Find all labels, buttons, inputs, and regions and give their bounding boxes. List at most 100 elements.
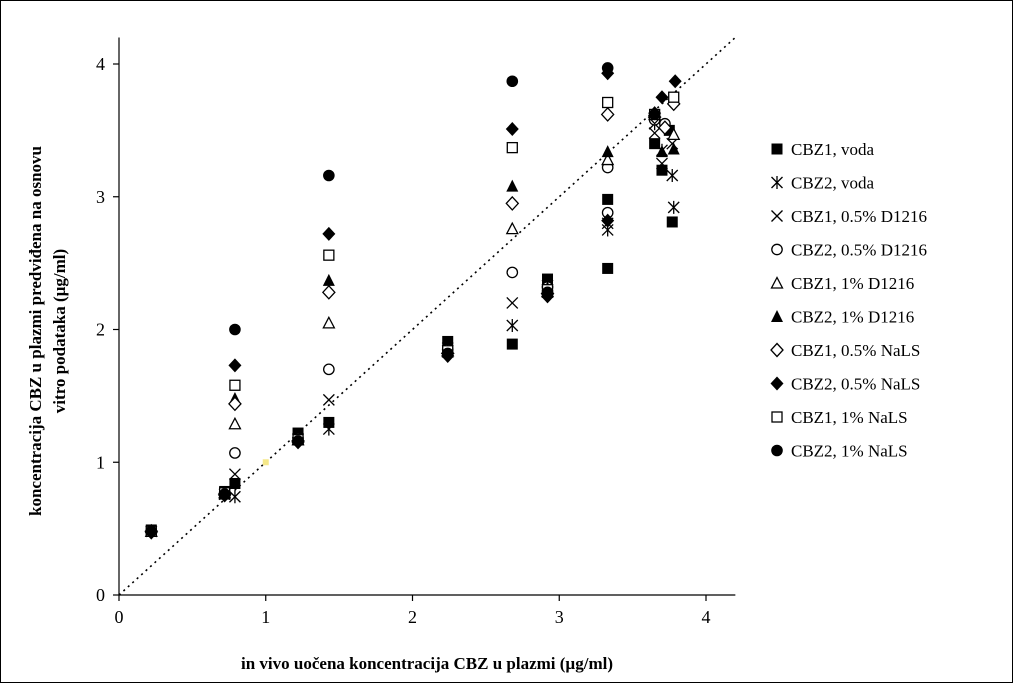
legend-label: CBZ1, 0.5% D1216 — [791, 207, 927, 226]
legend-label: CBZ2, 0.5% NaLS — [791, 375, 920, 394]
legend-item: CBZ2, 1% D1216 — [771, 308, 914, 327]
y-tick-label: 0 — [96, 585, 105, 605]
legend: CBZ1, voda CBZ2, voda CBZ1, 0.5% D1216 CBZ2… — [770, 140, 927, 461]
data-point — [218, 488, 231, 500]
data-point — [655, 90, 669, 105]
data-point — [145, 525, 158, 538]
data-point — [666, 216, 678, 228]
y-axis-label-line-1: koncentracija CBZ u plazmi predviđena na… — [26, 146, 45, 516]
data-point — [322, 393, 335, 406]
y-tick-label: 3 — [96, 187, 105, 207]
data-point — [323, 363, 335, 376]
data-point — [505, 195, 520, 211]
legend-label: CBZ2, 1% D1216 — [791, 308, 914, 327]
data-point — [506, 296, 519, 309]
data-point — [442, 335, 454, 347]
legend-item: CBZ1, 1% D1216 — [770, 274, 914, 293]
data-point — [506, 141, 518, 154]
data-point — [542, 273, 554, 285]
data-point — [667, 200, 680, 214]
legend-marker — [770, 376, 784, 391]
data-points — [144, 62, 682, 540]
legend-label: CBZ1, voda — [791, 140, 875, 159]
x-tick-label: 4 — [702, 607, 711, 627]
data-point — [506, 179, 519, 192]
legend-label: CBZ1, 1% NaLS — [791, 408, 908, 427]
data-point — [229, 447, 241, 459]
data-point — [656, 164, 668, 176]
legend-label: CBZ2, 1% NaLS — [791, 442, 908, 461]
data-point — [601, 152, 615, 166]
data-point — [602, 96, 614, 109]
data-point — [228, 468, 241, 481]
data-point — [321, 284, 336, 300]
data-point — [602, 262, 614, 274]
data-point — [601, 62, 614, 74]
identity-line — [118, 36, 736, 596]
data-point — [322, 422, 335, 436]
y-tick-label: 4 — [96, 54, 105, 74]
legend-item: CBZ1, 0.5% D1216 — [771, 207, 927, 226]
data-point — [666, 169, 679, 183]
y-tick-label: 2 — [96, 320, 105, 340]
identity-line-layer — [118, 36, 736, 596]
legend-label: CBZ2, 0.5% D1216 — [791, 241, 927, 260]
data-point — [506, 75, 519, 88]
data-point — [228, 358, 242, 373]
data-point — [602, 193, 614, 205]
x-tick-label: 2 — [408, 607, 417, 627]
legend-marker — [771, 411, 783, 423]
data-point — [648, 108, 661, 121]
legend-label: CBZ1, 0.5% NaLS — [791, 341, 920, 360]
data-point — [229, 379, 241, 391]
data-point — [323, 169, 335, 182]
data-point — [323, 416, 335, 428]
y-axis-label-line-2: vitro podataka (µg/ml) — [50, 249, 69, 413]
data-point — [292, 435, 304, 447]
legend-marker — [771, 143, 783, 155]
data-point — [541, 286, 554, 299]
legend-marker — [771, 444, 783, 457]
x-tick-label: 3 — [555, 607, 564, 627]
data-point — [506, 266, 519, 279]
y-axis-label: koncentracija CBZ u plazmi predviđena na… — [26, 146, 69, 516]
legend-marker — [771, 243, 783, 256]
data-point — [601, 145, 614, 158]
legend-marker — [771, 310, 783, 322]
data-point — [668, 91, 680, 103]
data-point — [667, 127, 681, 141]
legend-marker — [771, 176, 783, 189]
highlight-point — [262, 459, 269, 466]
data-point — [668, 74, 682, 89]
legend-item: CBZ2, 1% NaLS — [771, 442, 908, 461]
data-point — [649, 138, 661, 150]
legend-item: CBZ2, 0.5% D1216 — [771, 241, 927, 260]
data-point — [322, 226, 336, 241]
data-point — [229, 323, 241, 336]
data-point — [441, 347, 454, 360]
y-tick-label: 1 — [96, 452, 105, 472]
data-point — [229, 477, 241, 489]
data-point — [667, 142, 680, 155]
data-point — [656, 157, 668, 170]
legend-item: CBZ1, 0.5% NaLS — [770, 341, 920, 360]
data-point — [648, 127, 661, 139]
data-point — [601, 213, 615, 228]
legend-item: CBZ2, 0.5% NaLS — [770, 375, 920, 394]
legend-item: CBZ1, 1% NaLS — [771, 408, 908, 427]
data-point — [658, 120, 672, 136]
legend-marker — [770, 276, 784, 289]
data-point — [322, 315, 336, 329]
data-point — [505, 122, 519, 137]
legend-label: CBZ1, 1% D1216 — [791, 274, 914, 293]
data-point — [506, 319, 519, 333]
x-tick-label: 0 — [115, 607, 124, 627]
x-tick-label: 1 — [261, 607, 270, 627]
legend-item: CBZ1, voda — [771, 140, 875, 159]
legend-item: CBZ2, voda — [771, 174, 875, 193]
data-point — [228, 490, 241, 504]
data-point — [228, 396, 242, 412]
legend-marker — [771, 210, 783, 222]
